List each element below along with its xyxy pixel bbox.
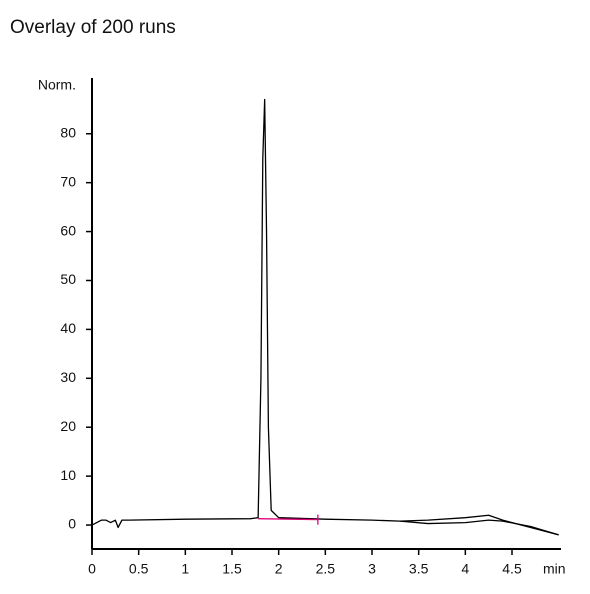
x-tick-label: 1 (181, 561, 189, 577)
x-tick-label: 3.5 (409, 561, 429, 577)
trace-line (399, 519, 559, 536)
x-tick-label: 4 (461, 561, 469, 577)
integration-baseline (258, 518, 318, 521)
x-tick-label: 0.5 (129, 561, 149, 577)
y-tick-label: 20 (60, 418, 76, 434)
y-tick-label: 70 (60, 173, 76, 189)
x-tick-label: 3 (368, 561, 376, 577)
y-tick-label: 50 (60, 271, 76, 287)
y-axis-label: Norm. (38, 77, 76, 93)
y-tick-label: 30 (60, 369, 76, 385)
y-tick-label: 80 (60, 124, 76, 140)
x-tick-label: 4.5 (502, 561, 522, 577)
x-axis-label: min (543, 561, 566, 577)
x-tick-label: 2.5 (316, 561, 336, 577)
y-tick-label: 0 (68, 516, 76, 532)
trace-line (91, 98, 559, 536)
y-tick-label: 10 (60, 467, 76, 483)
chart-title: Overlay of 200 runs (10, 17, 176, 38)
x-tick-label: 2 (275, 561, 283, 577)
x-tick-label: 1.5 (222, 561, 242, 577)
y-tick-label: 60 (60, 222, 76, 238)
y-tick-label: 40 (60, 320, 76, 336)
x-tick-label: 0 (88, 561, 96, 577)
